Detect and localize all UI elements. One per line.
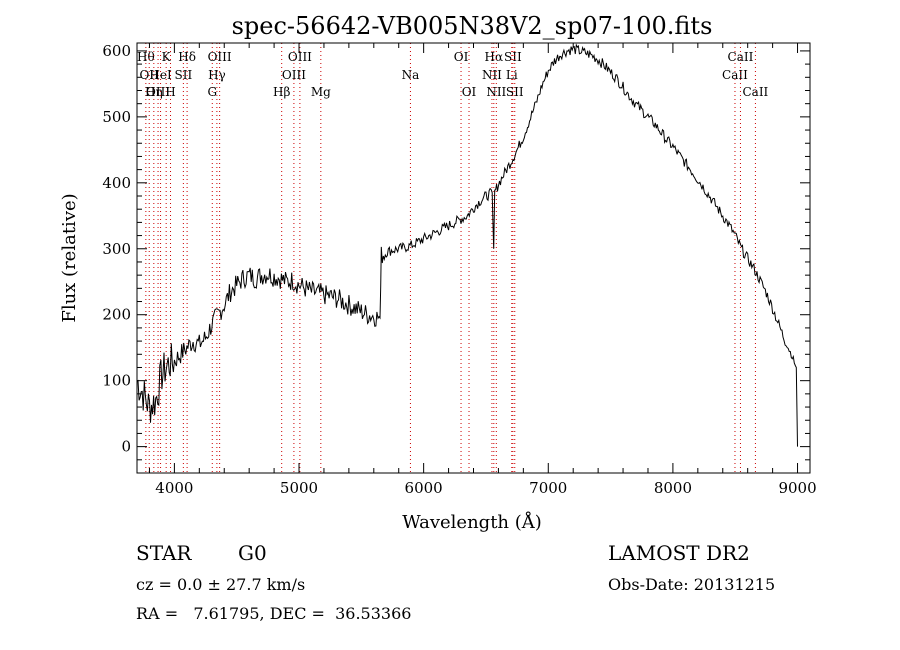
emission-line-markers: HθOIIHηOIIIHeIKHSIIHδGHγOIIIHβOIIIOIIIMg…: [137, 43, 769, 473]
y-tick-label: 100: [102, 372, 131, 390]
line-marker-label: Li: [506, 68, 518, 82]
line-marker-label: G: [207, 85, 217, 99]
line-marker-label: CaII: [722, 68, 748, 82]
spectrum-series-line: [136, 43, 798, 447]
line-marker-label: OIII: [208, 50, 232, 64]
line-marker-label: SII: [175, 68, 193, 82]
subclass-label: G0: [238, 541, 267, 565]
line-marker-label: Na: [402, 68, 420, 82]
y-tick-label: 200: [102, 306, 131, 324]
line-marker-label: OIII: [282, 68, 306, 82]
observation-date: Obs-Date: 20131215: [608, 575, 776, 594]
survey-label: LAMOST DR2: [608, 541, 750, 565]
line-marker-label: CaII: [728, 50, 754, 64]
line-marker-label: HeI: [149, 68, 172, 82]
line-marker-label: H: [165, 85, 175, 99]
y-tick-label: 0: [121, 438, 131, 456]
line-marker-label: Hδ: [178, 50, 196, 64]
x-tick-label: 4000: [155, 479, 193, 497]
sky-coordinates: RA = 7.61795, DEC = 36.53366: [136, 604, 412, 623]
line-marker-label: OI: [462, 85, 477, 99]
x-tick-label: 9000: [778, 479, 816, 497]
y-tick-label: 600: [102, 42, 131, 60]
axis-ticks: 4000 5000 6000 7000 8000 9000 0 100 200 300 400 500…: [102, 42, 816, 497]
x-axis-label: Wavelength (Å): [402, 511, 542, 533]
line-marker-label: K: [162, 50, 172, 64]
line-marker-label: Hα: [485, 50, 504, 64]
line-marker-label: OIII: [288, 50, 312, 64]
line-marker-label: Hγ: [208, 68, 226, 82]
line-marker-label: CaII: [742, 85, 768, 99]
line-marker-label: SII: [504, 50, 522, 64]
line-marker-label: Hβ: [273, 85, 290, 99]
x-tick-label: 7000: [529, 479, 567, 497]
plot-frame: [136, 42, 811, 474]
y-axis-label: Flux (relative): [59, 193, 80, 322]
line-marker-label: OIII: [146, 85, 170, 99]
x-tick-label: 6000: [405, 479, 443, 497]
x-tick-label: 5000: [280, 479, 318, 497]
redshift-velocity: cz = 0.0 ± 27.7 km/s: [136, 575, 306, 594]
line-marker-label: Hθ: [137, 50, 155, 64]
line-marker-label: SII: [506, 85, 524, 99]
y-tick-label: 500: [102, 108, 131, 126]
line-marker-label: NII: [486, 85, 506, 99]
object-class-label: STAR: [136, 541, 192, 565]
x-tick-label: 8000: [654, 479, 692, 497]
line-marker-label: NII: [482, 68, 502, 82]
line-marker-label: OI: [454, 50, 469, 64]
line-marker-label: Mg: [311, 85, 331, 99]
chart-title: spec-56642-VB005N38V2_sp07-100.fits: [232, 12, 713, 40]
y-tick-label: 400: [102, 174, 131, 192]
y-tick-label: 300: [102, 240, 131, 258]
